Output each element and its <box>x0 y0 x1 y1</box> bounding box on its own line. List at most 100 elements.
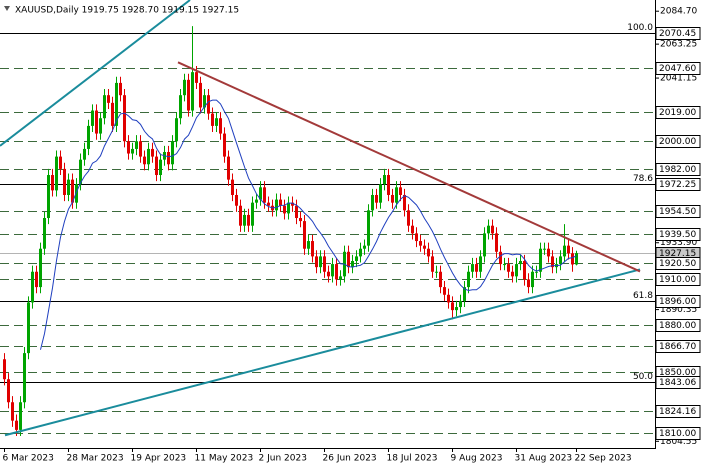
candle-body <box>263 187 266 203</box>
candle-body <box>135 141 138 149</box>
y-tick-label: 1804.55 <box>660 437 697 447</box>
x-tick-label: 9 Aug 2023 <box>451 454 503 464</box>
candle-body <box>443 287 446 295</box>
level-label-box <box>655 106 701 119</box>
candle-body <box>151 148 154 157</box>
candle-body <box>43 218 46 249</box>
candle-body <box>451 302 454 311</box>
level-label-box <box>655 178 701 191</box>
candle-body <box>127 141 130 154</box>
x-tick-label: 26 Jun 2023 <box>323 454 377 464</box>
candle-body <box>435 271 438 273</box>
candle-body <box>383 175 386 185</box>
level-label-box <box>655 340 701 353</box>
candle-body <box>447 294 450 303</box>
level-label-box <box>655 228 701 241</box>
candle-body <box>407 210 410 226</box>
candle-body <box>147 148 150 165</box>
candle-body <box>539 248 542 272</box>
fib-label: 61.8 <box>633 291 653 301</box>
level-label-box <box>655 62 701 75</box>
moving-average <box>40 99 577 350</box>
candle-body <box>379 184 382 203</box>
candle-body <box>155 156 158 176</box>
level-label: 1866.70 <box>659 342 696 352</box>
candle-body <box>391 194 394 203</box>
candle-body <box>183 79 186 96</box>
x-tick-label: 22 Sep 2023 <box>575 454 632 464</box>
candle-body <box>19 402 22 430</box>
level-label-box <box>655 27 701 40</box>
candle-body <box>495 233 498 252</box>
candle-body <box>351 261 354 268</box>
candle-body <box>395 187 398 203</box>
level-label-box <box>655 376 701 389</box>
candle-body <box>287 202 290 214</box>
candle-body <box>467 271 470 288</box>
candle-body <box>439 271 442 288</box>
candle-body <box>303 221 306 249</box>
candle-body <box>327 271 330 277</box>
candle-body <box>11 402 14 421</box>
level-label: 1927.15 <box>659 249 696 259</box>
level-label: 1972.25 <box>659 180 696 190</box>
y-tick-label: 2063.25 <box>660 40 697 50</box>
candle-body <box>427 248 430 257</box>
candle-body <box>571 253 574 265</box>
candle-body <box>567 245 570 254</box>
x-tick-label: 18 Jul 2023 <box>387 454 438 464</box>
candle-body <box>195 72 198 83</box>
candle-body <box>319 256 322 268</box>
candle-body <box>279 199 282 206</box>
x-tick-label: 11 May 2023 <box>195 454 254 464</box>
level-label-box <box>655 163 701 176</box>
candle-body <box>403 194 406 211</box>
candle-body <box>259 187 262 200</box>
level-label: 2047.60 <box>659 64 696 74</box>
x-tick-label: 2 Jun 2023 <box>259 454 307 464</box>
candle-body <box>179 95 182 119</box>
level-label: 2019.00 <box>659 108 696 118</box>
x-tick-label: 19 Apr 2023 <box>131 454 187 464</box>
candle-body <box>267 202 270 206</box>
candle-body <box>207 95 210 114</box>
candle-body <box>275 199 278 211</box>
candle-body <box>131 148 134 154</box>
y-tick-label: 1933.90 <box>660 238 697 248</box>
candle-body <box>347 251 350 268</box>
trendline <box>177 61 641 273</box>
candle-body <box>339 276 342 280</box>
candle-body <box>471 264 474 272</box>
candle-body <box>575 253 578 265</box>
candle-body <box>87 125 90 149</box>
level-label-box <box>655 205 701 218</box>
candle-body <box>531 271 534 288</box>
y-tick-label: 1890.35 <box>660 305 697 315</box>
candle-body <box>63 168 66 195</box>
candle-body <box>139 141 142 157</box>
candle-body <box>507 264 510 272</box>
candle-body <box>211 113 214 126</box>
candle-body <box>431 256 434 272</box>
candle-body <box>487 225 490 234</box>
candle-body <box>543 248 546 250</box>
candle-body <box>335 264 338 280</box>
level-label-box <box>655 273 701 286</box>
candle-body <box>75 184 78 203</box>
candle-body <box>359 248 362 257</box>
fib-label: 100.0 <box>627 23 653 33</box>
candle-body <box>479 256 482 272</box>
level-label-box <box>655 257 701 270</box>
candle-body <box>3 359 6 380</box>
candle-body <box>291 202 294 206</box>
level-label: 1880.00 <box>659 321 696 331</box>
candle-body <box>315 256 318 268</box>
level-label-box <box>655 319 701 332</box>
level-label: 1910.00 <box>659 275 696 285</box>
candle-body <box>91 110 94 126</box>
candle-body <box>107 95 110 103</box>
candle-body <box>199 82 202 108</box>
candle-body <box>55 156 58 191</box>
candle-body <box>475 264 478 272</box>
